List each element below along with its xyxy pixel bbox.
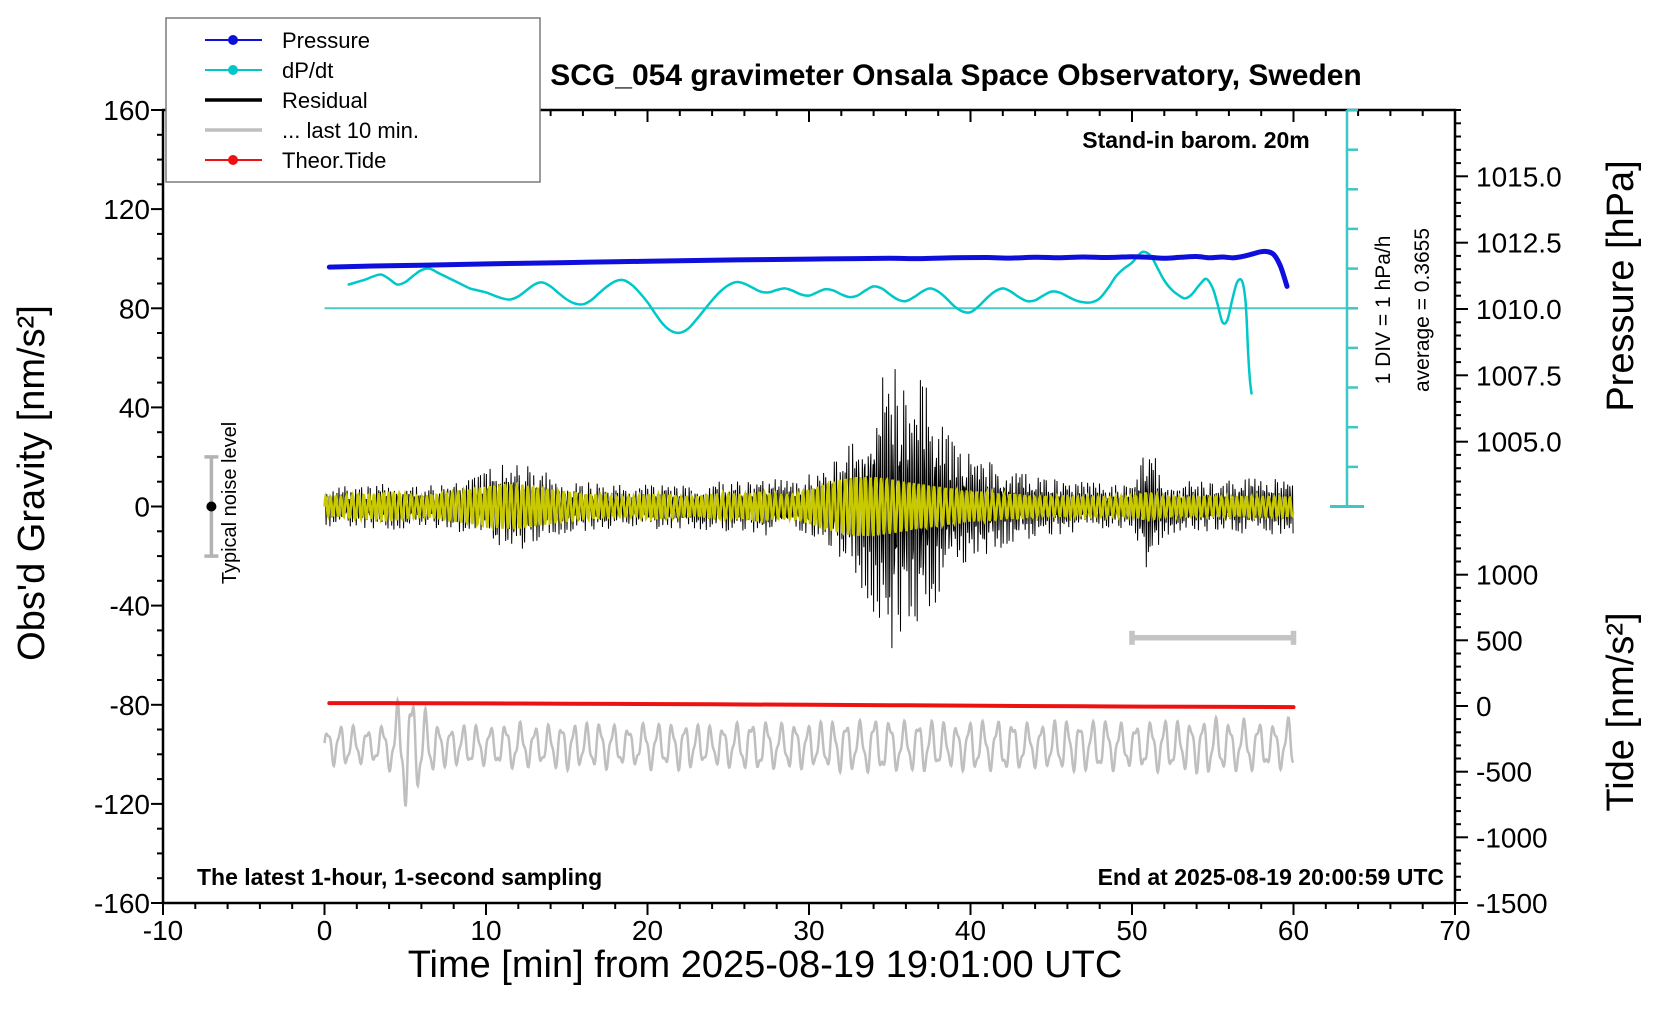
chart-title: SCG_054 gravimeter Onsala Space Observat… [550, 59, 1362, 92]
gravity-tick-label: -120 [94, 789, 150, 820]
dpdt-average-note: average = 0.3655 [1411, 228, 1434, 392]
dpdt-axis [1330, 108, 1364, 508]
gravity-tick-label: -40 [110, 591, 150, 622]
end-time-note: End at 2025-08-19 20:00:59 UTC [1098, 864, 1444, 890]
legend-marker-dot [228, 35, 238, 45]
gravity-tick-label: 0 [134, 492, 150, 523]
legend: Pressure dP/dt Residual ... last 10 min. The… [165, 17, 541, 183]
tide-tick-label: -500 [1476, 757, 1532, 788]
gravity-axis-title: Obs'd Gravity [nm/s²] [11, 305, 53, 661]
legend-item: Pressure [205, 28, 370, 53]
x-axis-title: Time [min] from 2025-08-19 19:01:00 UTC [408, 944, 1123, 986]
x-tick-label: 60 [1278, 915, 1309, 946]
tide-tick-label: 1000 [1476, 560, 1538, 591]
tide-line [327, 701, 1296, 710]
legend-item: Residual [205, 88, 368, 113]
axis-tick-labels: -10 0 10 20 30 40 50 60 70 160 120 80 40 0 -40 -80 -120 -… [94, 95, 1562, 946]
last10min-trace [323, 695, 1295, 807]
text-labels: SCG_054 gravimeter Onsala Space Observat… [11, 59, 1642, 986]
x-tick-label: 40 [955, 915, 986, 946]
x-tick-label: 50 [1116, 915, 1147, 946]
x-tick-label: 0 [317, 915, 333, 946]
tide-tick-label: 500 [1476, 625, 1523, 656]
legend-marker-dot [228, 155, 238, 165]
tide-axis-title: Tide [nm/s²] [1600, 612, 1642, 811]
gravity-tick-label: -80 [110, 690, 150, 721]
axis-ticks [151, 109, 1468, 915]
pressure-line [326, 248, 1290, 289]
legend-item-label: ... last 10 min. [282, 118, 419, 143]
tide-tick-label: -1500 [1476, 888, 1548, 919]
x-tick-label: 10 [470, 915, 501, 946]
pressure-axis-title: Pressure [hPa] [1600, 160, 1642, 411]
sampling-note: The latest 1-hour, 1-second sampling [197, 864, 602, 890]
legend-item-label: Residual [282, 88, 368, 113]
residual-filtered-trace [323, 475, 1295, 537]
pressure-tick-label: 1007.5 [1476, 360, 1562, 391]
tide-tick-label: -1000 [1476, 822, 1548, 853]
x-tick-label: 20 [632, 915, 663, 946]
noise-level-marker [204, 455, 219, 558]
legend-item-label: dP/dt [282, 58, 333, 83]
ten-min-scalebar [1129, 630, 1297, 645]
dpdt-div-scale-note: 1 DIV = 1 hPa/h [1372, 236, 1395, 385]
legend-item: Theor.Tide [205, 148, 386, 173]
legend-marker-dot [228, 65, 238, 75]
pressure-tick-label: 1012.5 [1476, 228, 1562, 259]
pressure-tick-label: 1015.0 [1476, 161, 1562, 192]
standin-barometer-note: Stand-in barom. 20m [1082, 127, 1309, 153]
noise-level-label: Typical noise level [219, 422, 241, 584]
legend-item: dP/dt [205, 58, 333, 83]
gravity-tick-label: 160 [103, 95, 150, 126]
pressure-tick-label: 1010.0 [1476, 294, 1562, 325]
legend-item: ... last 10 min. [205, 118, 419, 143]
x-tick-label: 70 [1439, 915, 1470, 946]
gravity-tick-label: 80 [119, 293, 150, 324]
legend-item-label: Theor.Tide [282, 148, 386, 173]
gravity-tick-label: 40 [119, 392, 150, 423]
x-tick-label: 30 [793, 915, 824, 946]
gravity-tick-label: 120 [103, 194, 150, 225]
tide-tick-label: 0 [1476, 691, 1492, 722]
legend-item-label: Pressure [282, 28, 370, 53]
x-tick-label: -10 [143, 915, 183, 946]
pressure-tick-label: 1005.0 [1476, 427, 1562, 458]
gravity-tick-label: -160 [94, 888, 150, 919]
